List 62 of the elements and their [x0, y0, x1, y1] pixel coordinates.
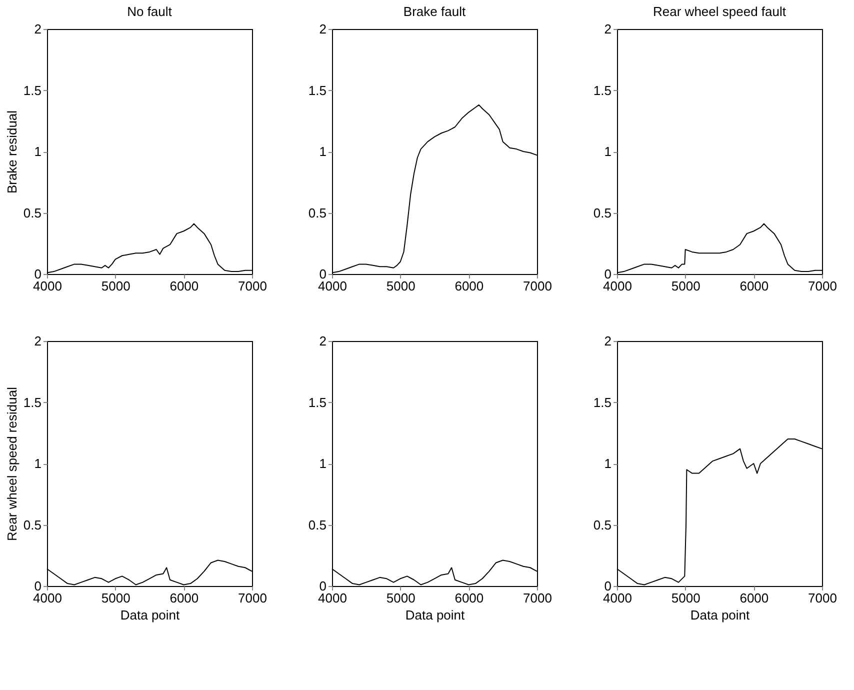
y-tick-label: 2 [34, 334, 42, 348]
y-tick-label: 1 [34, 144, 42, 159]
y-tick-label: 0.5 [23, 517, 42, 532]
x-tick-label: 7000 [238, 590, 267, 606]
x-tick-label: 4000 [603, 590, 632, 606]
y-tick-label: 2 [319, 334, 326, 348]
y-tick-label: 1.5 [593, 82, 612, 98]
x-tick-label: 6000 [740, 590, 769, 606]
y-tick-label: 0.5 [308, 205, 326, 220]
x-tick-label: 4000 [318, 590, 347, 606]
x-tick-label: 6000 [170, 590, 199, 606]
x-tick-label: 5000 [386, 590, 416, 606]
x-axis-title: Data point [120, 608, 180, 622]
x-tick-label: 7000 [523, 590, 552, 606]
x-tick-label: 6000 [454, 590, 484, 606]
x-tick-label: 4000 [603, 278, 632, 294]
y-tick-label: 1.5 [308, 82, 326, 98]
y-tick-label: 1 [604, 144, 612, 159]
x-tick-label: 7000 [238, 278, 267, 294]
x-tick-label: 4000 [33, 590, 62, 606]
y-axis-title: Brake residual [4, 110, 20, 194]
x-tick-label: 6000 [454, 278, 484, 294]
x-tick-label: 5000 [101, 590, 130, 606]
y-tick-label: 1.5 [593, 394, 612, 410]
x-tick-label: 6000 [740, 278, 769, 294]
y-tick-label: 0 [34, 578, 42, 594]
y-tick-label: 0.5 [593, 517, 612, 532]
y-tick-label: 0.5 [23, 205, 42, 220]
y-tick-label: 0 [34, 266, 42, 282]
y-axis-title: Rear wheel speed residual [4, 386, 20, 541]
x-axis-title: Data point [690, 608, 750, 622]
chart-title: Brake fault [403, 4, 466, 19]
y-tick-label: 0 [319, 578, 326, 594]
y-tick-label: 0 [604, 266, 612, 282]
x-tick-label: 5000 [386, 278, 416, 294]
x-tick-label: 4000 [318, 278, 347, 294]
y-tick-label: 2 [34, 22, 42, 36]
y-tick-label: 1 [34, 456, 42, 471]
x-tick-label: 6000 [170, 278, 199, 294]
y-tick-label: 2 [604, 22, 612, 36]
y-tick-label: 1 [319, 456, 326, 471]
y-tick-label: 2 [319, 22, 326, 36]
y-tick-label: 1.5 [23, 82, 42, 98]
chart-title: Rear wheel speed fault [653, 4, 786, 19]
y-tick-label: 0 [319, 266, 326, 282]
x-tick-label: 7000 [523, 278, 552, 294]
x-tick-label: 7000 [808, 590, 837, 606]
x-tick-label: 4000 [33, 278, 62, 294]
y-tick-label: 1 [604, 456, 612, 471]
y-tick-label: 2 [604, 334, 612, 348]
x-tick-label: 7000 [808, 278, 837, 294]
x-tick-label: 5000 [101, 278, 130, 294]
x-axis-title: Data point [405, 608, 466, 622]
y-tick-label: 1.5 [23, 394, 42, 410]
y-tick-label: 1 [319, 144, 326, 159]
x-tick-label: 5000 [671, 590, 700, 606]
chart-title: No fault [127, 4, 172, 19]
y-tick-label: 0.5 [593, 205, 612, 220]
y-tick-label: 1.5 [308, 394, 326, 410]
x-tick-label: 5000 [671, 278, 700, 294]
y-tick-label: 0 [604, 578, 612, 594]
y-tick-label: 0.5 [308, 517, 326, 532]
